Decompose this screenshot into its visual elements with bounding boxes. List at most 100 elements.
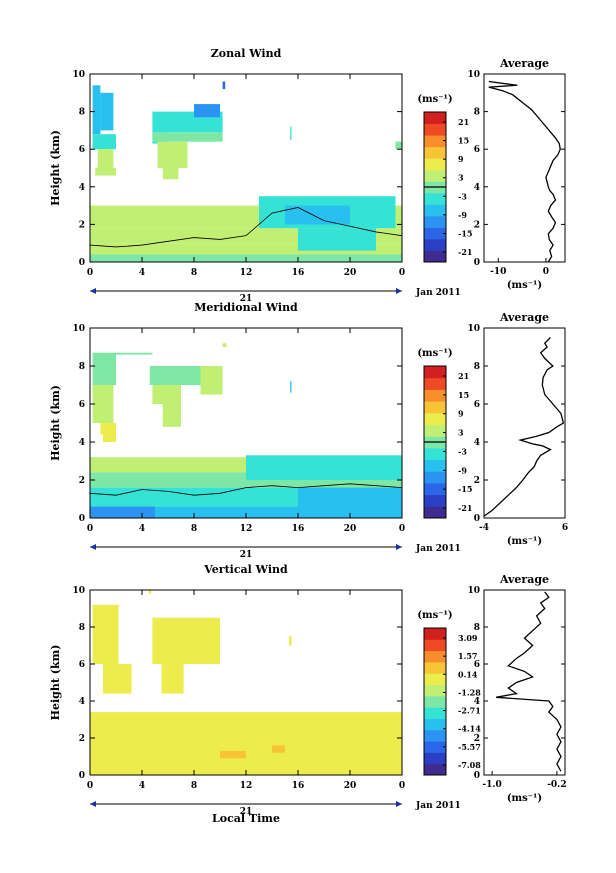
colorbar-segment [424, 424, 446, 437]
y-tick-label: 10 [72, 324, 85, 334]
colorbar-segment [424, 227, 446, 240]
colorbar-segment [424, 401, 446, 414]
x-tick-label: 20 [344, 524, 357, 534]
x-tick-label: 0 [399, 781, 405, 791]
heatmap-cells [90, 590, 402, 775]
colorbar-segment [424, 238, 446, 251]
x-tick-label: 8 [191, 781, 197, 791]
colorbar-segment [424, 763, 446, 776]
x-tick-label: 0 [87, 268, 93, 278]
colorbar-unit: (ms⁻¹) [417, 610, 452, 621]
heatmap-cell [103, 434, 116, 442]
colorbar-segment [424, 215, 446, 228]
profile-x-tick-label: -4 [479, 523, 489, 533]
profile-x-tick-label: 6 [562, 523, 568, 533]
heatmap-cell [246, 455, 402, 480]
heatmap-cell [290, 381, 292, 393]
x-tick-label: 20 [344, 268, 357, 278]
x-axis-label: Local Time [212, 812, 280, 825]
heatmap-cell [152, 385, 181, 404]
colorbar-tick-label: -3 [458, 446, 467, 456]
heatmap-cell [194, 104, 220, 118]
x-tick-label: 0 [399, 268, 405, 278]
colorbar-tick-label: 21 [458, 371, 469, 381]
colorbar-segment [424, 684, 446, 697]
colorbar-segment [424, 741, 446, 753]
colorbar-tick-label: -9 [458, 210, 467, 220]
colorbar-tick-label: 3 [458, 173, 464, 183]
profile-x-tick-label: -10 [490, 267, 506, 277]
heatmap-cell [222, 343, 227, 347]
x-tick-label: 16 [292, 781, 305, 791]
colorbar-segment [424, 366, 446, 379]
colorbar-tick-label: 21 [458, 117, 469, 127]
profile-y-tick-label: 0 [474, 258, 480, 268]
y-tick-label: 8 [79, 108, 85, 118]
profile-y-tick-label: 8 [474, 623, 480, 633]
heatmap-cell [148, 590, 152, 594]
heatmap-cell [272, 745, 285, 753]
heatmap-cell [100, 92, 114, 131]
average-profile-line [483, 337, 565, 517]
colorbar-segment [424, 707, 446, 719]
y-axis-label: Height (km) [49, 645, 62, 721]
colorbar-tick-label: -1.28 [458, 687, 481, 697]
profile-y-tick-label: 10 [467, 70, 480, 80]
colorbar-segment [424, 650, 446, 663]
heatmap-cell [288, 636, 292, 646]
heatmap-cell [324, 719, 376, 738]
heatmap-cell [285, 205, 350, 225]
heatmap-cell [290, 126, 292, 140]
colorbar-segment [424, 482, 446, 496]
heatmap-cell [92, 134, 116, 150]
colorbar-segment [424, 695, 446, 708]
x-tick-label: 16 [292, 268, 305, 278]
colorbar-segment [424, 752, 446, 765]
profile-y-tick-label: 10 [467, 586, 480, 596]
date-bar-arrow-left [90, 801, 96, 807]
y-tick-label: 6 [79, 400, 85, 410]
date-day: 21 [240, 807, 253, 817]
heatmap-cell [92, 385, 114, 423]
heatmap-cell [200, 366, 223, 395]
date-bar-arrow-left [90, 544, 96, 550]
colorbar-frame [423, 627, 447, 776]
y-tick-label: 10 [72, 70, 85, 80]
x-tick-label: 0 [399, 524, 405, 534]
average-profile-line [488, 80, 561, 263]
date-bar-arrow-right [396, 288, 402, 294]
colorbar-tick-label: 9 [458, 409, 464, 419]
x-tick-label: 4 [139, 524, 145, 534]
heatmap-cell [395, 141, 402, 150]
y-tick-label: 6 [79, 660, 85, 670]
date-label: Jan 2011 [415, 544, 461, 554]
heatmap-cell [298, 487, 402, 511]
x-tick-label: 16 [292, 524, 305, 534]
y-tick-label: 2 [79, 220, 85, 230]
colorbar-tick-label: 3 [458, 428, 464, 438]
heatmap-cell [222, 81, 226, 90]
colorbar-unit: (ms⁻¹) [417, 348, 452, 359]
y-tick-label: 4 [79, 183, 85, 193]
x-tick-label: 8 [191, 268, 197, 278]
profile-y-tick-label: 0 [474, 771, 480, 781]
profile-y-tick-label: 2 [474, 220, 480, 230]
heatmap-cells [90, 81, 402, 262]
colorbar-segment [424, 250, 446, 263]
profile-y-tick-label: 0 [474, 514, 480, 524]
heatmap-cell [161, 664, 184, 694]
y-tick-label: 8 [79, 623, 85, 633]
zero-contour [89, 483, 403, 496]
profile-y-tick-label: 6 [474, 660, 480, 670]
profile-y-tick-label: 6 [474, 400, 480, 410]
colorbar-segment [424, 204, 446, 217]
colorbar-segment [424, 412, 446, 425]
y-tick-label: 0 [79, 514, 85, 524]
y-tick-label: 0 [79, 771, 85, 781]
colorbar-segment [424, 673, 446, 686]
y-tick-label: 8 [79, 362, 85, 372]
colorbar-segment [424, 459, 446, 472]
